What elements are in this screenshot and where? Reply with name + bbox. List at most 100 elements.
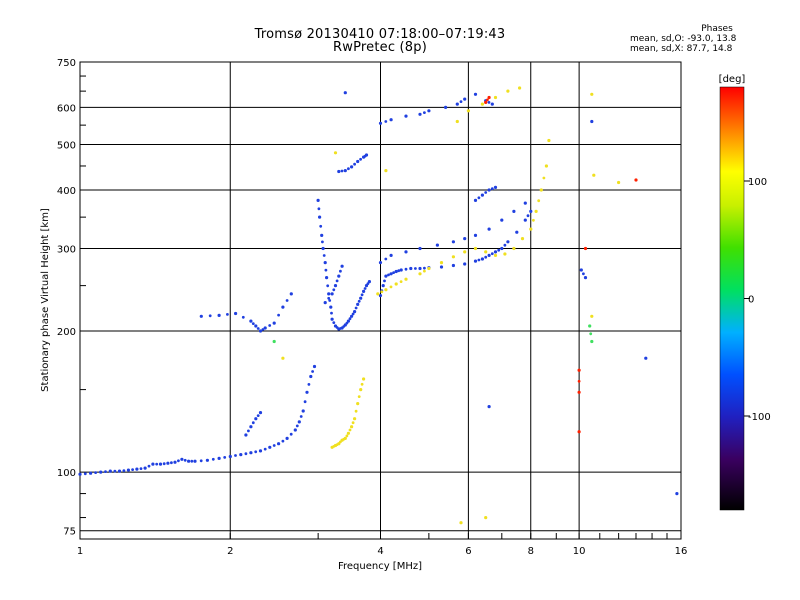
data-point bbox=[477, 196, 481, 200]
data-point bbox=[590, 339, 594, 344]
data-point bbox=[263, 326, 267, 330]
data-point bbox=[239, 453, 243, 457]
data-point bbox=[104, 470, 107, 473]
phases-info-title: Phases bbox=[701, 24, 733, 34]
x-tick-label: 8 bbox=[528, 546, 534, 557]
data-point bbox=[249, 451, 253, 455]
data-point bbox=[353, 162, 356, 166]
data-point bbox=[249, 425, 253, 429]
data-point bbox=[484, 250, 488, 254]
data-point bbox=[249, 319, 253, 323]
data-point bbox=[387, 273, 390, 277]
data-point bbox=[506, 89, 510, 93]
data-point bbox=[493, 95, 498, 100]
data-point bbox=[577, 379, 581, 383]
data-point bbox=[360, 382, 364, 386]
data-point bbox=[217, 313, 221, 317]
data-point bbox=[583, 246, 588, 251]
data-point bbox=[228, 454, 232, 459]
data-point bbox=[327, 296, 331, 300]
data-point bbox=[251, 322, 255, 325]
data-point bbox=[333, 151, 338, 155]
data-point bbox=[473, 92, 478, 96]
data-point bbox=[261, 328, 265, 331]
data-point bbox=[357, 299, 361, 303]
data-point bbox=[293, 428, 297, 432]
data-point bbox=[305, 390, 309, 394]
data-point bbox=[380, 290, 384, 294]
data-point bbox=[217, 456, 221, 460]
data-point bbox=[211, 457, 215, 461]
data-point bbox=[484, 191, 488, 194]
data-point bbox=[675, 492, 679, 496]
data-point bbox=[359, 157, 362, 161]
y-tick-label: 200 bbox=[57, 327, 76, 338]
data-point bbox=[399, 268, 403, 272]
data-point bbox=[268, 324, 272, 327]
data-point bbox=[360, 293, 364, 297]
data-point bbox=[427, 109, 431, 113]
data-point bbox=[281, 439, 285, 443]
data-point bbox=[490, 252, 494, 256]
data-point bbox=[350, 425, 354, 429]
data-point bbox=[384, 288, 388, 292]
data-point bbox=[321, 240, 324, 244]
data-point bbox=[590, 92, 594, 96]
data-point bbox=[384, 257, 388, 261]
data-point bbox=[354, 306, 358, 310]
data-point bbox=[135, 467, 139, 471]
data-point bbox=[139, 467, 143, 470]
data-point bbox=[463, 97, 467, 101]
data-point bbox=[303, 400, 307, 404]
data-point bbox=[316, 198, 320, 202]
data-point bbox=[289, 292, 293, 296]
data-point bbox=[394, 269, 398, 274]
colorbar-tick-label: -100 bbox=[748, 412, 771, 423]
data-point bbox=[404, 277, 408, 281]
data-point bbox=[343, 169, 347, 173]
data-point bbox=[376, 292, 380, 296]
data-point bbox=[487, 405, 491, 409]
data-point bbox=[346, 319, 350, 323]
data-point bbox=[381, 284, 385, 288]
data-point bbox=[512, 246, 516, 251]
chart-subtitle: RwPretec (8p) bbox=[333, 40, 427, 55]
data-point bbox=[263, 447, 267, 451]
data-point bbox=[534, 209, 538, 213]
data-point bbox=[427, 266, 431, 271]
data-point bbox=[523, 201, 527, 205]
data-point bbox=[312, 364, 317, 369]
data-point bbox=[466, 109, 470, 113]
data-point bbox=[350, 314, 354, 318]
phases-info-o-mode: mean, sd,O: -93.0, 13.8 bbox=[630, 34, 737, 44]
data-point bbox=[477, 258, 481, 262]
data-point bbox=[323, 301, 327, 305]
data-point bbox=[187, 459, 191, 463]
data-point bbox=[295, 424, 299, 428]
data-point bbox=[199, 459, 203, 463]
data-point bbox=[480, 193, 484, 197]
data-point bbox=[404, 267, 408, 271]
y-tick-label: 750 bbox=[57, 58, 76, 69]
data-point bbox=[89, 471, 93, 475]
data-point bbox=[617, 180, 621, 185]
data-point bbox=[126, 468, 130, 472]
data-point bbox=[329, 305, 333, 309]
data-point bbox=[332, 288, 336, 292]
data-point bbox=[539, 188, 543, 192]
data-point bbox=[418, 246, 422, 251]
data-point bbox=[500, 246, 504, 251]
data-point bbox=[577, 430, 581, 434]
colorbar-tick-label: 0 bbox=[748, 295, 754, 306]
data-point bbox=[487, 101, 491, 104]
data-point bbox=[272, 339, 276, 344]
data-point bbox=[322, 254, 326, 257]
data-point bbox=[463, 262, 467, 266]
data-point bbox=[343, 91, 347, 95]
data-point bbox=[183, 458, 187, 462]
data-point bbox=[383, 279, 386, 283]
data-point bbox=[473, 233, 478, 237]
data-point bbox=[394, 282, 398, 286]
data-point bbox=[500, 218, 504, 222]
